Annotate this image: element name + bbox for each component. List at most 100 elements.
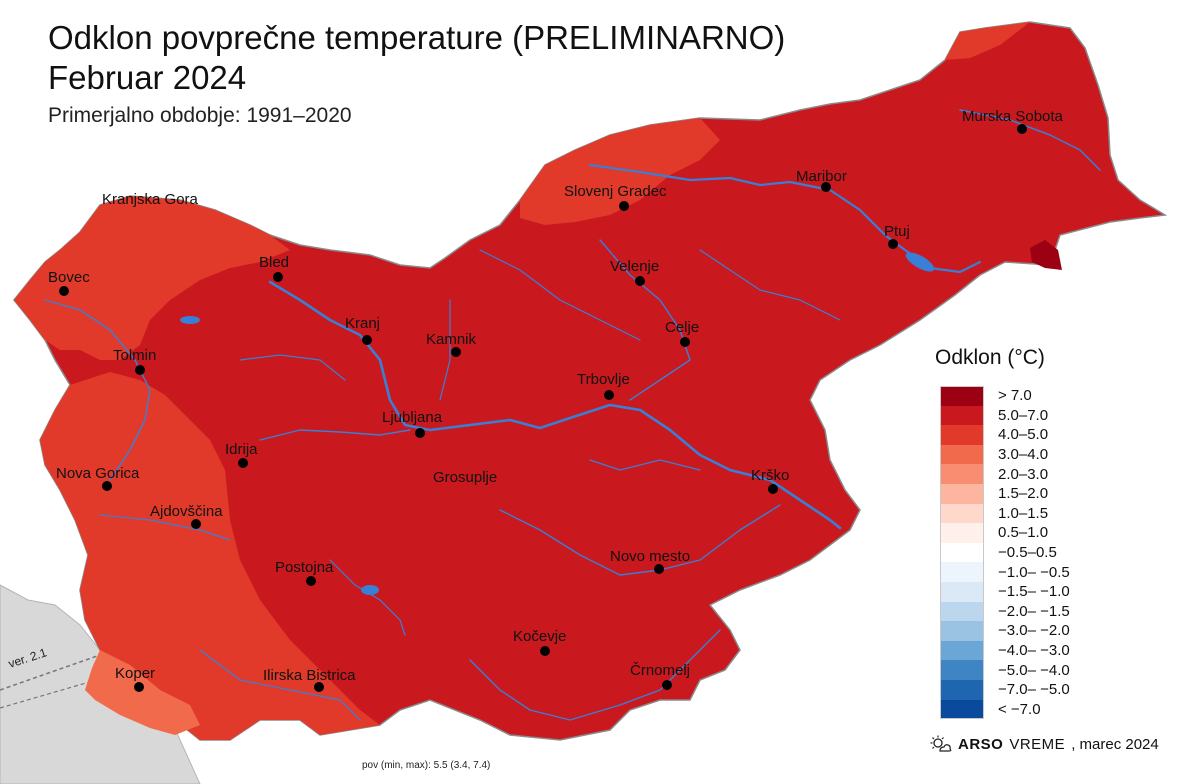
legend-item: −3.0– −2.0 <box>940 621 1140 641</box>
city-label: Grosuplje <box>433 469 497 486</box>
river-minor <box>329 559 406 636</box>
city-label: Bled <box>259 254 289 271</box>
legend-item: 0.5–1.0 <box>940 523 1140 543</box>
anomaly-zone-4-5 <box>520 118 720 225</box>
river-soca <box>44 299 151 481</box>
credit: ARSO VREME , marec 2024 <box>930 735 1159 753</box>
city-marker: Ptuj <box>884 223 910 249</box>
legend-label: −4.0– −3.0 <box>998 642 1070 660</box>
city-marker: Bovec <box>48 269 90 296</box>
title-line-1: Odklon povprečne temperature (PRELIMINAR… <box>48 19 786 56</box>
river-mura <box>959 109 1101 171</box>
city-label: Kamnik <box>426 331 477 348</box>
anomaly-zone-3-4 <box>85 650 200 735</box>
city-dot <box>1017 124 1027 134</box>
lake-cerknica <box>361 585 379 595</box>
city-marker: Ajdovščina <box>150 503 223 529</box>
legend-swatch <box>940 679 984 700</box>
city-label: Ajdovščina <box>150 503 223 520</box>
city-marker: Kočevje <box>513 628 566 656</box>
city-marker: Kranjska Gora <box>102 191 199 208</box>
legend-item: −1.5– −1.0 <box>940 581 1140 602</box>
river-savinja <box>599 239 691 401</box>
sun-cloud-icon <box>930 735 952 752</box>
legend-label: −5.0– −4.0 <box>998 661 1070 679</box>
city-label: Murska Sobota <box>962 108 1064 125</box>
city-marker: Krško <box>751 467 789 494</box>
title-line-2: Februar 2024 <box>48 59 247 96</box>
city-label: Ljubljana <box>382 409 443 426</box>
legend-item: 1.5–2.0 <box>940 483 1140 504</box>
city-label: Črnomelj <box>630 662 690 679</box>
city-label: Idrija <box>225 441 258 458</box>
legend-label: 1.0–1.5 <box>998 504 1049 522</box>
city-dot <box>768 484 778 494</box>
city-label: Ptuj <box>884 223 910 240</box>
credit-brand-bold: ARSO <box>958 735 1004 753</box>
river-minor <box>239 354 346 381</box>
cities-layer: Murska Sobota Maribor Slovenj Gradec Ptuj Ve… <box>48 108 1064 692</box>
river-minor <box>439 299 451 401</box>
city-dot <box>654 564 664 574</box>
legend-swatch <box>940 444 984 465</box>
city-label: Velenje <box>610 258 659 275</box>
city-dot <box>540 646 550 656</box>
legend-swatch <box>940 405 984 426</box>
city-marker: Ilirska Bistrica <box>263 667 356 692</box>
legend-label: 1.5–2.0 <box>998 485 1049 503</box>
city-marker: Kranj <box>345 315 380 345</box>
city-label: Koper <box>115 665 155 682</box>
city-label: Trbovlje <box>577 371 630 388</box>
anomaly-zone-above-7 <box>1030 240 1062 270</box>
city-dot <box>306 576 316 586</box>
river-minor <box>199 649 361 721</box>
river-minor <box>99 514 231 541</box>
city-dot <box>135 365 145 375</box>
city-dot <box>102 481 112 491</box>
legend-swatch <box>940 581 984 602</box>
legend-label: −0.5–0.5 <box>998 544 1057 562</box>
city-marker: Velenje <box>610 258 659 286</box>
city-label: Tolmin <box>113 347 156 364</box>
statistics-footnote: pov (min, max): 5.5 (3.4, 7.4) <box>362 760 491 771</box>
legend-item: −2.0– −1.5 <box>940 601 1140 622</box>
rivers <box>44 109 1101 721</box>
river-minor <box>699 249 841 321</box>
city-label: Kranj <box>345 315 380 332</box>
city-label: Slovenj Gradec <box>564 183 667 200</box>
legend-item: −4.0– −3.0 <box>940 640 1140 661</box>
city-marker: Črnomelj <box>630 662 690 690</box>
city-marker: Ljubljana <box>382 409 443 438</box>
legend-swatch <box>940 699 984 720</box>
legend-label: 5.0–7.0 <box>998 406 1049 424</box>
anomaly-zone-4-5 <box>14 196 290 360</box>
legend-item: 2.0–3.0 <box>940 464 1140 484</box>
river-kolpa <box>469 629 721 721</box>
legend-swatch <box>940 542 984 563</box>
legend-swatch <box>940 660 984 680</box>
river-ljubljanica <box>259 429 411 441</box>
legend-item: −7.0– −5.0 <box>940 679 1140 700</box>
legend-item: < −7.0 <box>940 699 1140 720</box>
city-marker: Nova Gorica <box>56 465 140 491</box>
credit-brand-light: VREME <box>1009 735 1066 753</box>
city-marker: Slovenj Gradec <box>564 183 667 211</box>
legend-swatch <box>940 562 984 582</box>
city-label: Kranjska Gora <box>102 191 199 208</box>
anomaly-zone-4-5 <box>945 22 1030 60</box>
lake-ptuj <box>905 252 935 272</box>
legend-item: > 7.0 <box>940 386 1140 406</box>
city-marker: Celje <box>665 319 699 347</box>
city-dot <box>134 682 144 692</box>
city-label: Celje <box>665 319 699 336</box>
legend-item: 3.0–4.0 <box>940 444 1140 465</box>
city-dot <box>680 337 690 347</box>
city-marker: Grosuplje <box>433 469 497 486</box>
legend-swatch <box>940 523 984 543</box>
city-label: Novo mesto <box>610 548 690 565</box>
legend-item: −1.0– −0.5 <box>940 562 1140 582</box>
city-marker: Postojna <box>275 559 334 586</box>
city-dot <box>451 347 461 357</box>
